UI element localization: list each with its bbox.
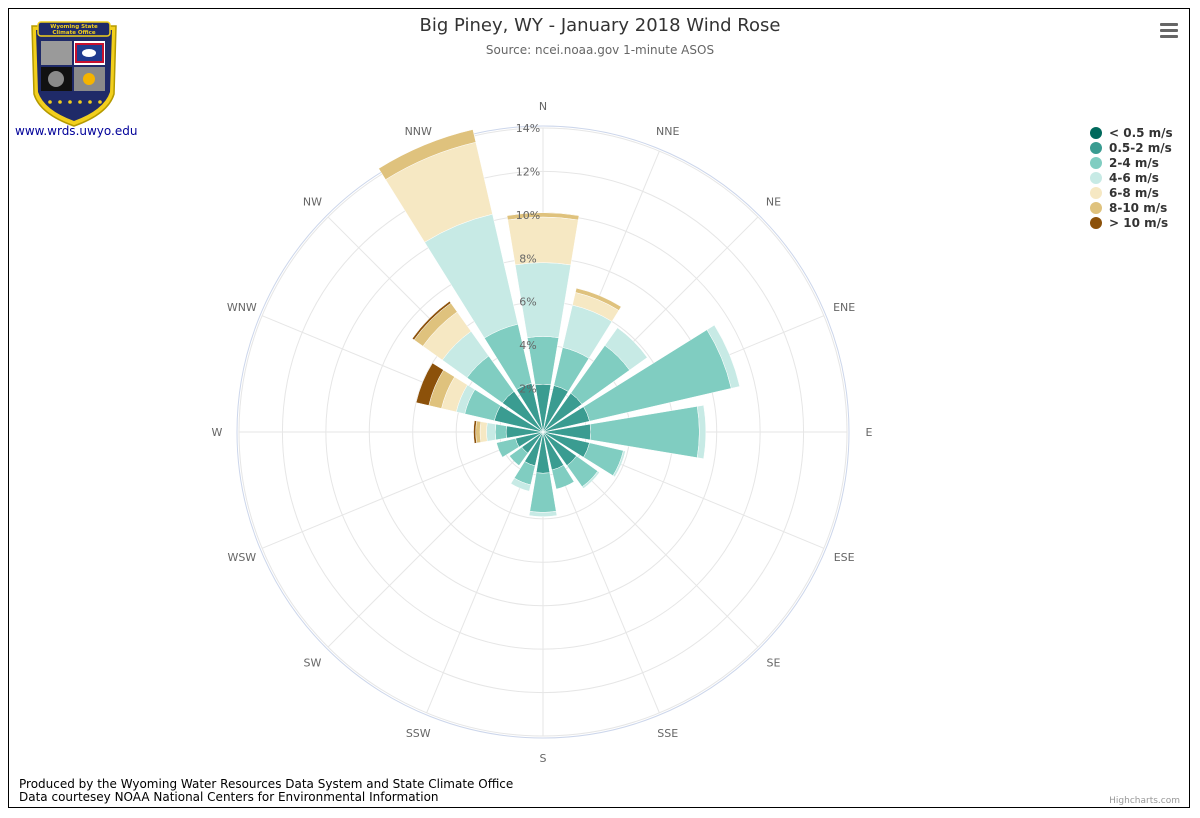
bar-w-s2 bbox=[494, 423, 507, 441]
radial-tick-label: 10% bbox=[516, 209, 540, 222]
direction-label-sw: SW bbox=[304, 657, 322, 670]
bar-w-s5 bbox=[475, 420, 482, 444]
bar-w-s6 bbox=[473, 420, 477, 444]
bar-se-s3 bbox=[581, 470, 600, 489]
legend-dot bbox=[1090, 126, 1102, 139]
radial-tick-label: 12% bbox=[516, 165, 540, 178]
wind-rose-bars bbox=[378, 129, 741, 517]
svg-text:Climate Office: Climate Office bbox=[52, 30, 96, 36]
direction-label-n: N bbox=[539, 100, 547, 113]
legend-item-lt-0-5[interactable]: < 0.5 m/s bbox=[1090, 125, 1173, 140]
svg-text:Wyoming State: Wyoming State bbox=[50, 24, 98, 30]
direction-label-w: W bbox=[212, 426, 223, 439]
chart-legend: < 0.5 m/s 0.5-2 m/s 2-4 m/s 4-6 m/s 6-8 … bbox=[1090, 125, 1173, 230]
legend-label: 4-6 m/s bbox=[1109, 170, 1159, 185]
legend-label: 6-8 m/s bbox=[1109, 185, 1159, 200]
legend-label: 2-4 m/s bbox=[1109, 155, 1159, 170]
legend-item-2-4[interactable]: 2-4 m/s bbox=[1090, 155, 1173, 170]
hamburger-menu-icon[interactable] bbox=[1158, 20, 1180, 40]
bar-w-s4 bbox=[479, 421, 488, 443]
legend-dot bbox=[1090, 156, 1102, 169]
direction-label-ne: NE bbox=[766, 195, 781, 208]
legend-dot bbox=[1090, 141, 1102, 154]
bar-ssw-s3 bbox=[510, 477, 532, 492]
footer-line-2: Data courtesey NOAA National Centers for… bbox=[19, 790, 439, 804]
direction-label-nne: NNE bbox=[656, 125, 679, 138]
axis-labels: N NNE NE ENE E ESE SE SSE S SSW SW WSW W WNW NW NNW 2% 4%… bbox=[212, 100, 873, 765]
bar-sw-s2 bbox=[509, 446, 529, 466]
legend-label: > 10 m/s bbox=[1109, 215, 1169, 230]
radial-tick-label: 14% bbox=[516, 122, 540, 135]
legend-dot bbox=[1090, 171, 1102, 184]
outer-circle bbox=[236, 125, 850, 739]
legend-dot bbox=[1090, 201, 1102, 214]
bar-ese-s3 bbox=[612, 450, 626, 478]
chart-title: Big Piney, WY - January 2018 Wind Rose bbox=[419, 15, 781, 36]
bar-w-s3 bbox=[486, 422, 497, 442]
bar-nnw-s5 bbox=[378, 129, 477, 180]
wrds-website-link[interactable]: www.wrds.uwyo.edu bbox=[15, 124, 138, 138]
bar-wnw-s6 bbox=[415, 362, 444, 406]
footer-notes: Produced by the Wyoming Water Resources … bbox=[19, 778, 513, 804]
direction-label-nnw: NNW bbox=[405, 125, 432, 138]
bar-sse-s2 bbox=[551, 464, 575, 490]
bar-nne-s5 bbox=[575, 287, 622, 311]
highcharts-credits[interactable]: Highcharts.com bbox=[1109, 796, 1180, 806]
bar-e-s3 bbox=[696, 404, 707, 460]
direction-label-nw: NW bbox=[303, 195, 322, 208]
bar-n-s5 bbox=[506, 212, 580, 221]
grid-spoke bbox=[261, 431, 544, 549]
legend-item-0-5-2[interactable]: 0.5-2 m/s bbox=[1090, 140, 1173, 155]
legend-label: 8-10 m/s bbox=[1109, 200, 1168, 215]
legend-label: 0.5-2 m/s bbox=[1109, 140, 1172, 155]
bar-s-s2 bbox=[529, 472, 557, 513]
polar-grid bbox=[236, 125, 850, 739]
legend-dot bbox=[1090, 186, 1102, 199]
legend-item-8-10[interactable]: 8-10 m/s bbox=[1090, 200, 1173, 215]
bar-s-s3 bbox=[528, 510, 558, 517]
direction-label-e: E bbox=[866, 426, 873, 439]
chart-subtitle: Source: ncei.noaa.gov 1-minute ASOS bbox=[485, 43, 715, 57]
climate-office-logo: Wyoming State Climate Office bbox=[28, 18, 120, 128]
radial-tick-label: 6% bbox=[519, 296, 536, 309]
direction-label-ssw: SSW bbox=[406, 727, 431, 740]
legend-label: < 0.5 m/s bbox=[1109, 125, 1173, 140]
direction-label-wsw: WSW bbox=[227, 551, 256, 564]
legend-item-gt-10[interactable]: > 10 m/s bbox=[1090, 215, 1173, 230]
bar-wsw-s2 bbox=[496, 438, 520, 458]
bar-nw-s6 bbox=[411, 300, 452, 341]
footer-line-1: Produced by the Wyoming Water Resources … bbox=[19, 777, 514, 791]
legend-item-4-6[interactable]: 4-6 m/s bbox=[1090, 170, 1173, 185]
legend-item-6-8[interactable]: 6-8 m/s bbox=[1090, 185, 1173, 200]
direction-label-wnw: WNW bbox=[227, 301, 257, 314]
radial-tick-label: 8% bbox=[519, 252, 536, 265]
bar-ne-s3 bbox=[604, 327, 648, 371]
shield-logo-icon: Wyoming State Climate Office bbox=[31, 21, 117, 127]
radial-tick-label: 4% bbox=[519, 339, 536, 352]
direction-label-se: SE bbox=[767, 657, 781, 670]
grid-spoke bbox=[327, 431, 544, 648]
radial-tick-label: 2% bbox=[519, 383, 536, 396]
direction-label-ene: ENE bbox=[833, 301, 855, 314]
direction-label-sse: SSE bbox=[657, 727, 678, 740]
direction-label-s: S bbox=[540, 752, 547, 765]
legend-dot bbox=[1090, 216, 1102, 229]
bar-ene-s3 bbox=[706, 324, 741, 389]
direction-label-ese: ESE bbox=[834, 551, 855, 564]
